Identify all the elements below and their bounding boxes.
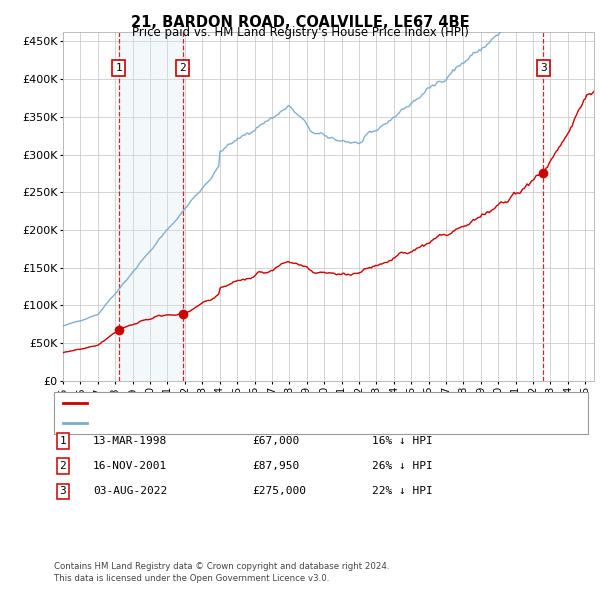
Text: 3: 3 <box>540 63 547 73</box>
Text: This data is licensed under the Open Government Licence v3.0.: This data is licensed under the Open Gov… <box>54 574 329 583</box>
Text: £275,000: £275,000 <box>252 487 306 496</box>
Text: £87,950: £87,950 <box>252 461 299 471</box>
Text: £67,000: £67,000 <box>252 436 299 445</box>
Text: 21, BARDON ROAD, COALVILLE, LE67 4BE (detached house): 21, BARDON ROAD, COALVILLE, LE67 4BE (de… <box>93 398 424 408</box>
Text: 1: 1 <box>59 436 67 445</box>
Text: 26% ↓ HPI: 26% ↓ HPI <box>372 461 433 471</box>
Text: 3: 3 <box>59 487 67 496</box>
Text: HPI: Average price, detached house, North West Leicestershire: HPI: Average price, detached house, Nort… <box>93 418 474 428</box>
Text: Contains HM Land Registry data © Crown copyright and database right 2024.: Contains HM Land Registry data © Crown c… <box>54 562 389 571</box>
Text: 2: 2 <box>179 63 186 73</box>
Bar <box>119 32 183 381</box>
Text: 16% ↓ HPI: 16% ↓ HPI <box>372 436 433 445</box>
Text: 03-AUG-2022: 03-AUG-2022 <box>93 487 167 496</box>
Text: 16-NOV-2001: 16-NOV-2001 <box>93 461 167 471</box>
Text: 1: 1 <box>116 63 122 73</box>
Text: 22% ↓ HPI: 22% ↓ HPI <box>372 487 433 496</box>
Text: 21, BARDON ROAD, COALVILLE, LE67 4BE: 21, BARDON ROAD, COALVILLE, LE67 4BE <box>131 15 469 30</box>
Text: 13-MAR-1998: 13-MAR-1998 <box>93 436 167 445</box>
Text: 2: 2 <box>59 461 67 471</box>
Text: Price paid vs. HM Land Registry's House Price Index (HPI): Price paid vs. HM Land Registry's House … <box>131 26 469 39</box>
